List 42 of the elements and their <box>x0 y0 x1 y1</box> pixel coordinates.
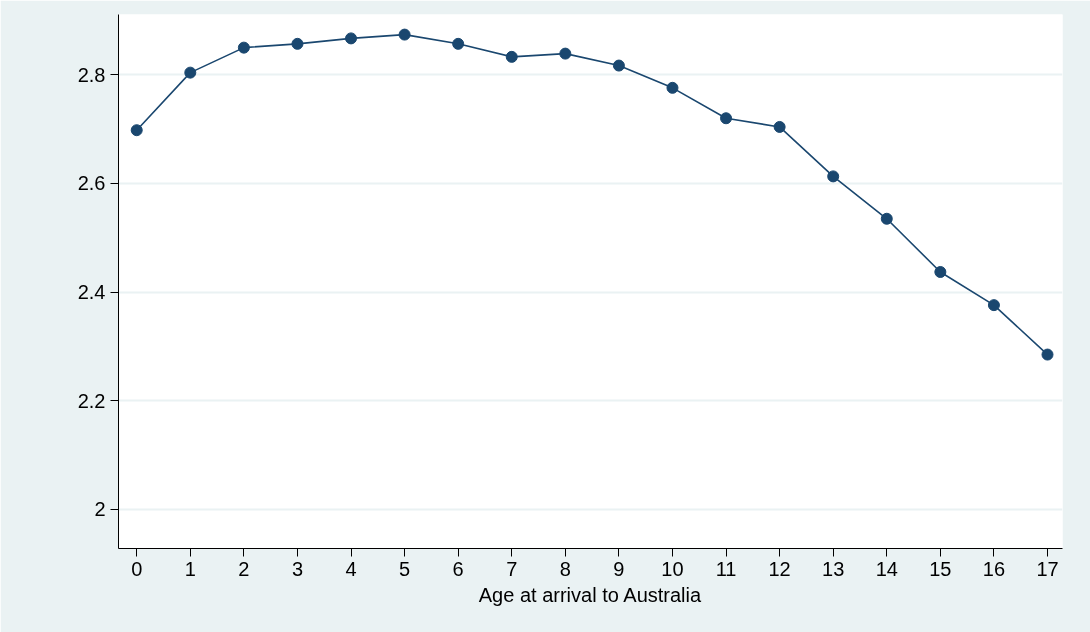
point <box>505 50 518 63</box>
point <box>612 59 625 72</box>
x-tick-label: 16 <box>982 557 1006 580</box>
point <box>559 47 572 60</box>
x-tick-label: 10 <box>661 557 684 580</box>
x-tick-label: 8 <box>559 557 571 580</box>
point <box>237 41 250 54</box>
point <box>291 37 304 50</box>
point <box>773 120 786 133</box>
y-tick-label: 2.6 <box>77 172 106 195</box>
x-tick-label: 14 <box>875 557 898 580</box>
x-tick-label: 9 <box>613 557 625 580</box>
point <box>398 28 411 41</box>
point <box>666 81 679 94</box>
x-tick-label: 15 <box>929 557 952 580</box>
x-tick-label: 7 <box>506 557 518 580</box>
x-tick-label: 17 <box>1036 557 1059 580</box>
y-tick-label: 2 <box>94 498 106 521</box>
x-tick-label: 13 <box>822 557 845 580</box>
y-tick-label: 2.8 <box>77 63 106 86</box>
point <box>452 37 465 50</box>
y-tick-label: 2.2 <box>77 389 106 412</box>
x-axis-title: Age at arrival to Australia <box>478 583 702 606</box>
point <box>987 299 1000 312</box>
x-tick-label: 11 <box>715 557 737 580</box>
x-tick-label: 3 <box>291 557 304 580</box>
point <box>934 266 947 278</box>
x-tick-label: 12 <box>768 557 791 580</box>
x-tick-label: 0 <box>131 557 143 580</box>
x-tick-label: 1 <box>184 557 196 580</box>
point <box>1041 348 1054 361</box>
x-tick-label: 4 <box>345 557 357 580</box>
y-tick-label: 2.4 <box>77 281 106 304</box>
point <box>184 66 197 79</box>
x-tick-label: 2 <box>238 557 250 580</box>
x-tick-label: 5 <box>399 557 411 580</box>
point <box>345 32 358 45</box>
point <box>880 212 893 225</box>
point <box>827 170 840 183</box>
point <box>720 112 733 125</box>
point <box>130 124 143 137</box>
x-tick-label: 6 <box>452 557 464 580</box>
